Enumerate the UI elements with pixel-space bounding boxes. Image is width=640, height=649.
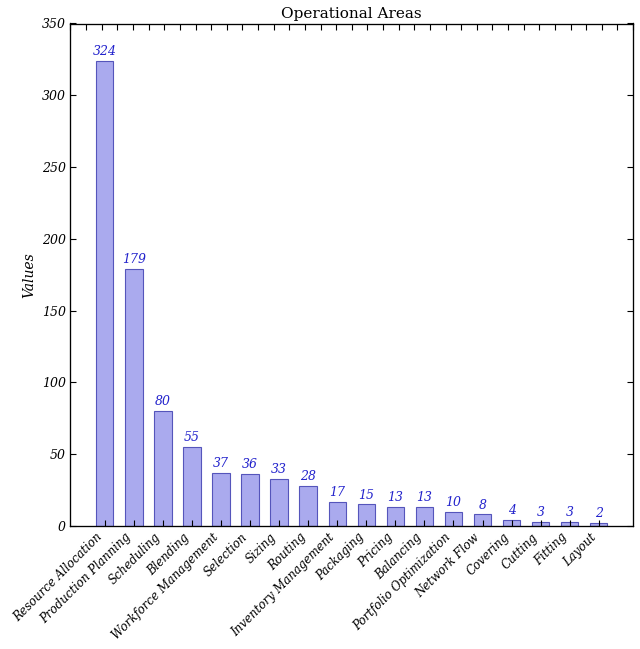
Text: 36: 36 <box>242 458 258 471</box>
Bar <box>532 522 549 526</box>
Bar <box>154 411 172 526</box>
Text: 2: 2 <box>595 507 603 520</box>
Text: 37: 37 <box>213 457 229 470</box>
Text: 3: 3 <box>537 506 545 519</box>
Text: 13: 13 <box>417 491 433 504</box>
Bar <box>183 447 201 526</box>
Bar <box>96 61 113 526</box>
Text: 28: 28 <box>300 470 316 483</box>
Bar <box>358 504 375 526</box>
Bar <box>590 523 607 526</box>
Bar <box>561 522 579 526</box>
Text: 179: 179 <box>122 253 146 266</box>
Bar <box>125 269 143 526</box>
Bar <box>328 502 346 526</box>
Title: Operational Areas: Operational Areas <box>282 7 422 21</box>
Text: 4: 4 <box>508 504 516 517</box>
Text: 324: 324 <box>93 45 116 58</box>
Text: 33: 33 <box>271 463 287 476</box>
Text: 3: 3 <box>566 506 573 519</box>
Bar <box>503 520 520 526</box>
Text: 17: 17 <box>329 485 345 498</box>
Text: 8: 8 <box>479 498 486 511</box>
Bar <box>271 478 288 526</box>
Text: 10: 10 <box>445 496 461 509</box>
Bar <box>474 515 492 526</box>
Text: 15: 15 <box>358 489 374 502</box>
Bar <box>212 473 230 526</box>
Bar <box>241 474 259 526</box>
Text: 13: 13 <box>387 491 403 504</box>
Y-axis label: Values: Values <box>22 252 36 298</box>
Bar <box>300 485 317 526</box>
Text: 80: 80 <box>155 395 171 408</box>
Bar <box>416 508 433 526</box>
Bar <box>387 508 404 526</box>
Text: 55: 55 <box>184 431 200 444</box>
Bar <box>445 511 462 526</box>
